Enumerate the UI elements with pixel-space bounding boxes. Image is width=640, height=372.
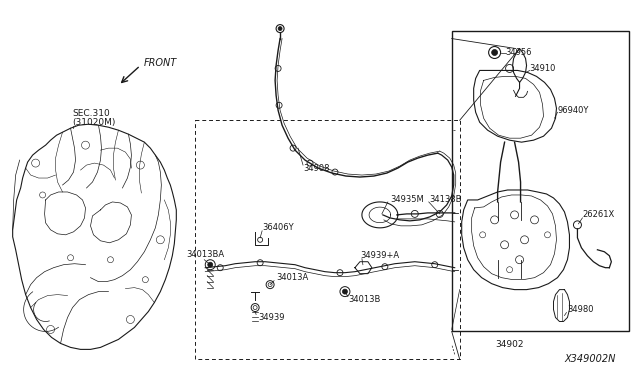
Circle shape [208,262,212,267]
Text: 34138B: 34138B [430,195,462,205]
Text: 96940Y: 96940Y [557,106,589,115]
Text: 34939+A: 34939+A [360,251,399,260]
Text: 34902: 34902 [495,340,524,349]
Text: 34908: 34908 [303,164,330,173]
Circle shape [342,289,348,294]
Bar [452,31,629,331]
Circle shape [278,26,282,31]
Text: SEC.310: SEC.310 [72,109,110,118]
Text: 34013B: 34013B [348,295,380,304]
Text: FRONT: FRONT [143,58,177,68]
Text: 34910: 34910 [529,64,556,73]
Text: 34935M: 34935M [390,195,424,205]
Text: (31020M): (31020M) [72,118,116,127]
Text: X349002N: X349002N [564,355,616,364]
Text: 34939: 34939 [258,313,285,322]
Text: 34013A: 34013A [276,273,308,282]
Circle shape [492,49,498,55]
Text: 34956: 34956 [506,48,532,57]
Text: 26261X: 26261X [582,211,614,219]
Text: 36406Y: 36406Y [262,223,294,232]
Text: 34980: 34980 [568,305,594,314]
Bar [195,120,460,359]
Text: 34013BA: 34013BA [186,250,225,259]
